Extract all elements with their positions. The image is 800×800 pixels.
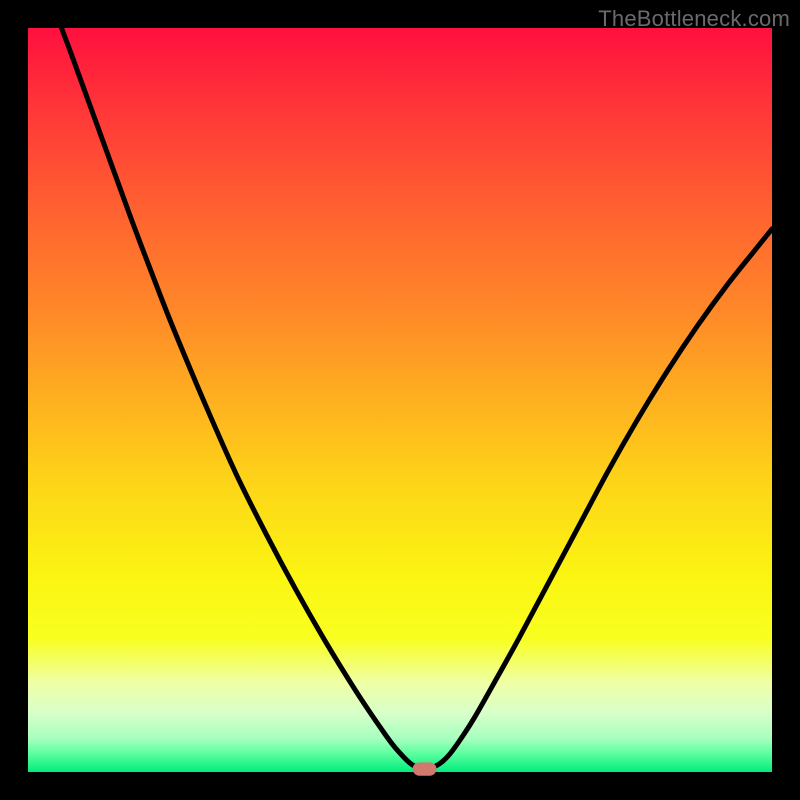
plot-area: [28, 28, 772, 772]
bottleneck-curve-chart: [0, 0, 800, 800]
chart-container: { "watermark": { "text": "TheBottleneck.…: [0, 0, 800, 800]
watermark-text: TheBottleneck.com: [598, 6, 790, 32]
optimal-point-marker: [413, 762, 437, 775]
